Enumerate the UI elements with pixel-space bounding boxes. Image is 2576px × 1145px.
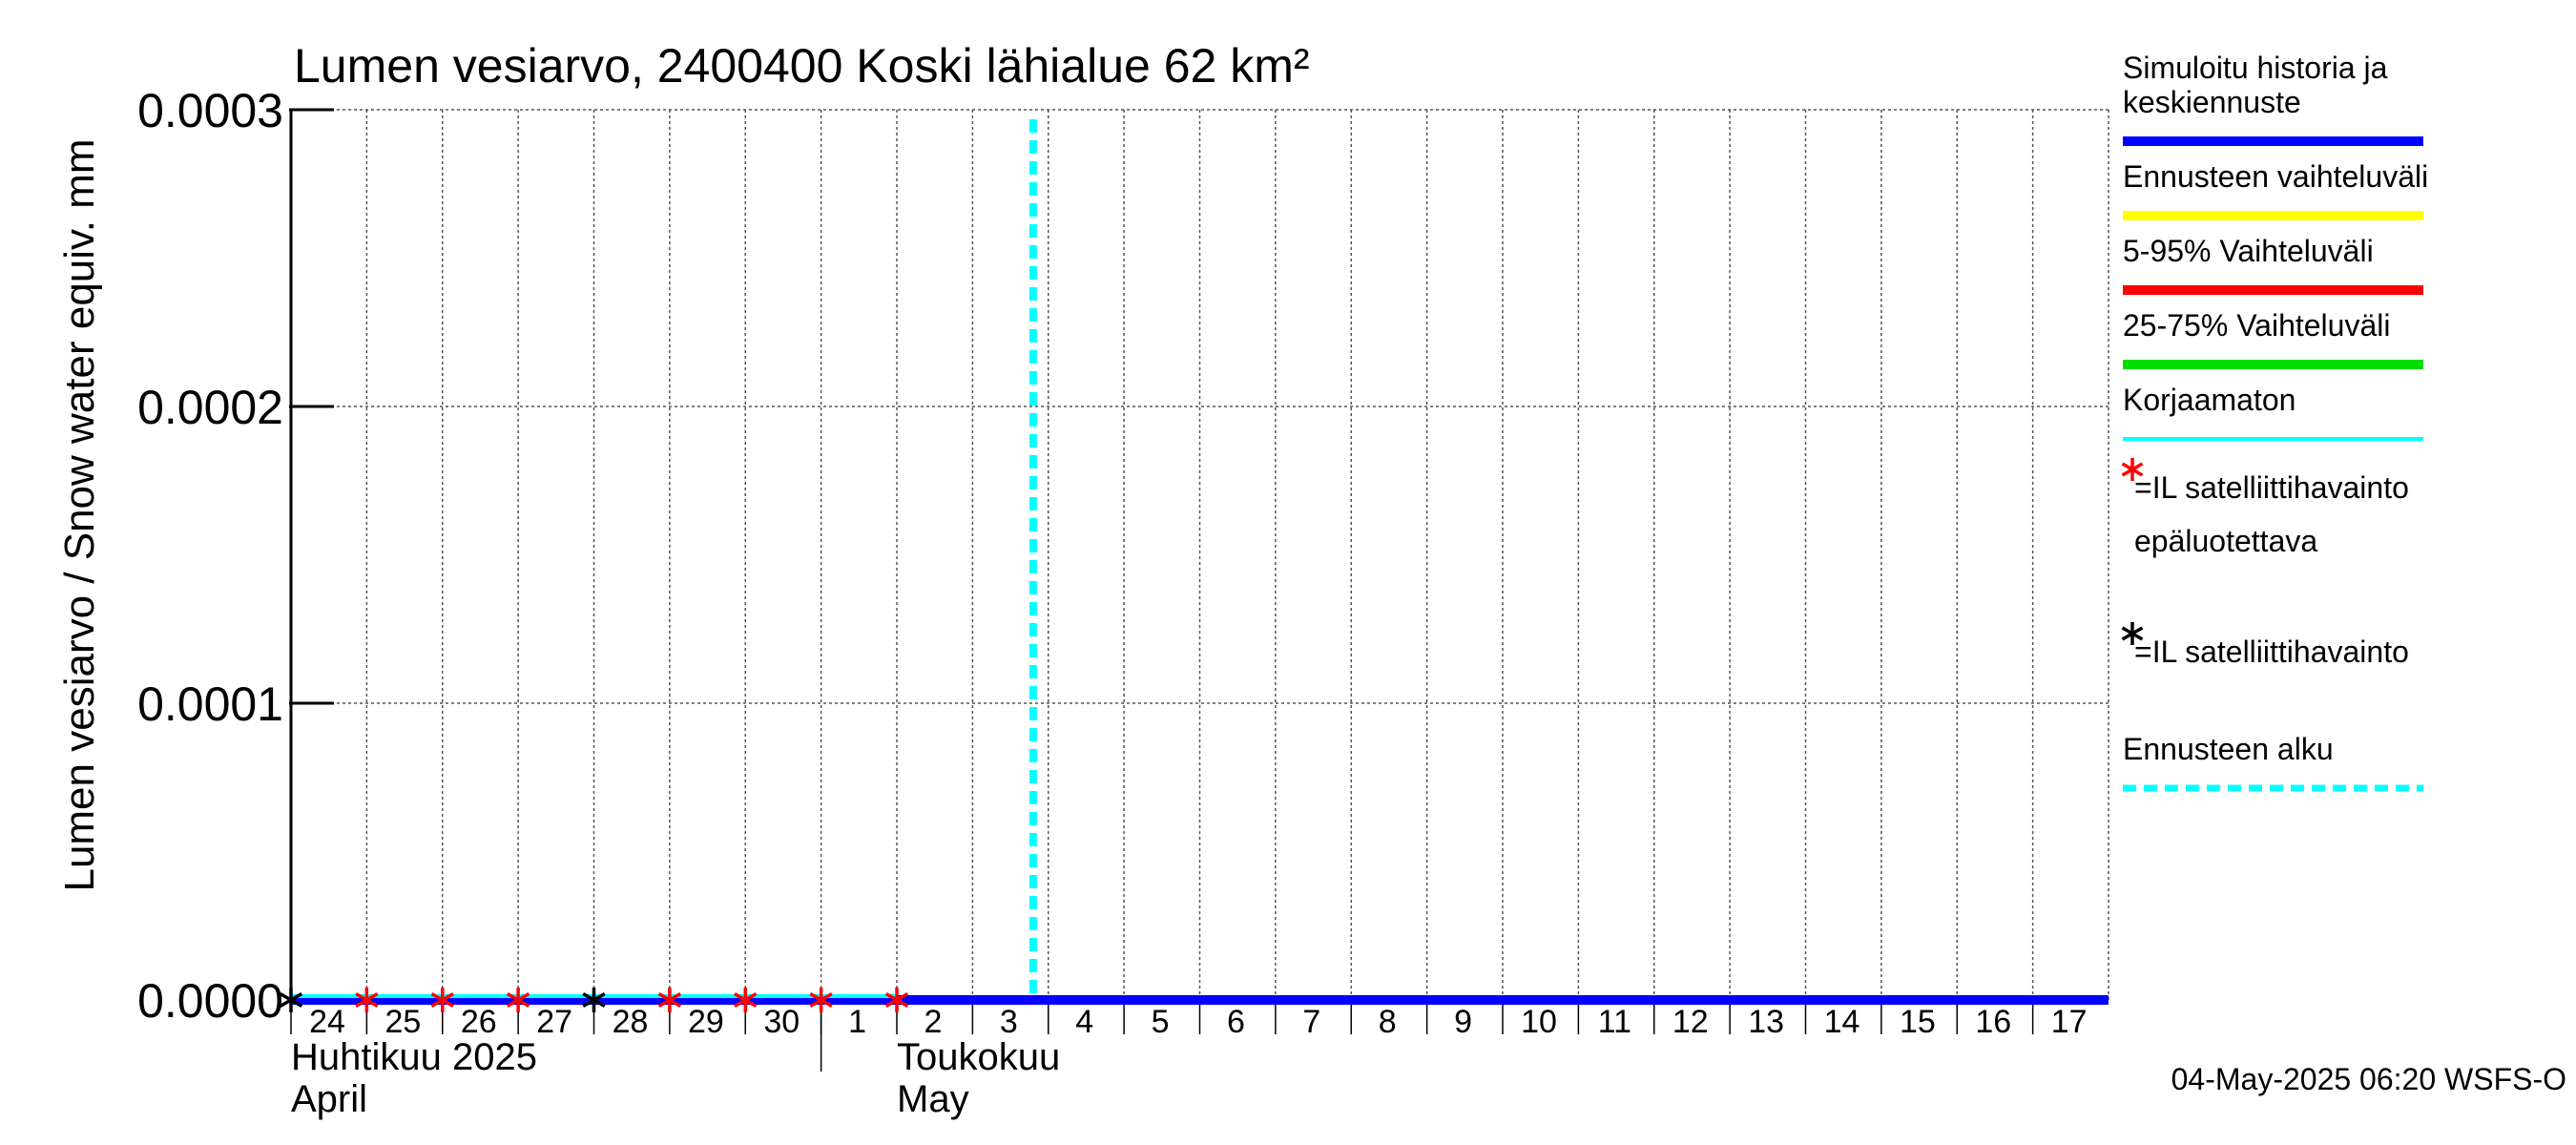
y-axis-label: Lumen vesiarvo / Snow water equiv. mm (56, 138, 103, 891)
legend-star-icon (2121, 458, 2144, 481)
x-tick-label: 6 (1227, 1004, 1245, 1040)
legend-label: epäluotettava (2134, 524, 2317, 558)
timestamp: 04-May-2025 06:20 WSFS-O (2171, 1062, 2566, 1096)
x-tick-label: 10 (1521, 1004, 1557, 1040)
x-tick-label: 16 (1975, 1004, 2011, 1040)
y-tick-label: 0.0000 (137, 974, 283, 1028)
x-tick-label: 1 (848, 1004, 866, 1040)
satellite-marker-unreliable (430, 988, 454, 1012)
x-tick-label: 14 (1824, 1004, 1860, 1040)
y-tick-label: 0.0002 (137, 381, 283, 434)
x-tick-label: 25 (384, 1004, 421, 1040)
month-label: Huhtikuu 2025 (291, 1036, 537, 1078)
x-tick-label: 7 (1302, 1004, 1320, 1040)
x-tick-label: 9 (1454, 1004, 1472, 1040)
legend-item: 5-95% Vaihteluväli (2123, 234, 2423, 295)
legend-label: 25-75% Vaihteluväli (2123, 308, 2390, 343)
satellite-observations (279, 988, 909, 1012)
x-tick-label: 2 (924, 1004, 943, 1040)
x-tick-label: 12 (1672, 1004, 1709, 1040)
legend-item: 25-75% Vaihteluväli (2123, 308, 2423, 369)
chart-title: Lumen vesiarvo, 2400400 Koski lähialue 6… (294, 39, 1310, 93)
x-tick-label: 11 (1598, 1004, 1631, 1040)
satellite-marker (279, 988, 303, 1012)
legend-label: =IL satelliittihavainto (2134, 635, 2409, 669)
legend-label: Korjaamaton (2123, 383, 2296, 417)
legend-label: keskiennuste (2123, 85, 2301, 119)
x-tick-label: 3 (1000, 1004, 1018, 1040)
x-tick-label: 13 (1748, 1004, 1784, 1040)
month-label-en: April (291, 1078, 367, 1120)
x-tick-label: 27 (536, 1004, 572, 1040)
legend-item: =IL satelliittihavainto epäluotettava (2121, 458, 2409, 558)
grid (291, 109, 2109, 1000)
satellite-marker-unreliable (355, 988, 379, 1012)
legend-item: Ennusteen vaihteluväli (2123, 159, 2428, 220)
legend-label: 5-95% Vaihteluväli (2123, 234, 2374, 268)
x-tick-label: 24 (309, 1004, 345, 1040)
satellite-marker-unreliable (884, 988, 909, 1012)
satellite-marker-unreliable (657, 988, 682, 1012)
x-tick-label: 4 (1075, 1004, 1093, 1040)
x-tick-label: 5 (1152, 1004, 1170, 1040)
legend-label: Ennusteen alku (2123, 732, 2334, 766)
y-tick-label: 0.0003 (137, 84, 283, 137)
x-tick-label: 28 (613, 1004, 649, 1040)
satellite-marker (582, 988, 606, 1012)
legend-item: =IL satelliittihavainto (2121, 622, 2409, 669)
legend-item: Ennusteen alku (2123, 732, 2423, 792)
legend-label: Ennusteen vaihteluväli (2123, 159, 2428, 194)
month-label: Toukokuu (897, 1036, 1060, 1078)
legend-star-icon (2121, 622, 2144, 645)
month-label-en: May (897, 1078, 969, 1120)
satellite-marker-unreliable (734, 988, 758, 1012)
x-tick-label: 26 (461, 1004, 497, 1040)
x-tick-label: 15 (1900, 1004, 1936, 1040)
x-tick-label: 17 (2051, 1004, 2088, 1040)
x-tick-label: 29 (688, 1004, 724, 1040)
x-tick-label: 30 (763, 1004, 800, 1040)
legend-item: Korjaamaton (2123, 383, 2423, 441)
y-tick-label: 0.0001 (137, 677, 283, 731)
satellite-marker-unreliable (506, 988, 530, 1012)
legend-label: =IL satelliittihavainto (2134, 470, 2409, 505)
satellite-marker-unreliable (809, 988, 833, 1012)
legend-label: Simuloitu historia ja (2123, 51, 2388, 85)
x-tick-label: 8 (1379, 1004, 1397, 1040)
